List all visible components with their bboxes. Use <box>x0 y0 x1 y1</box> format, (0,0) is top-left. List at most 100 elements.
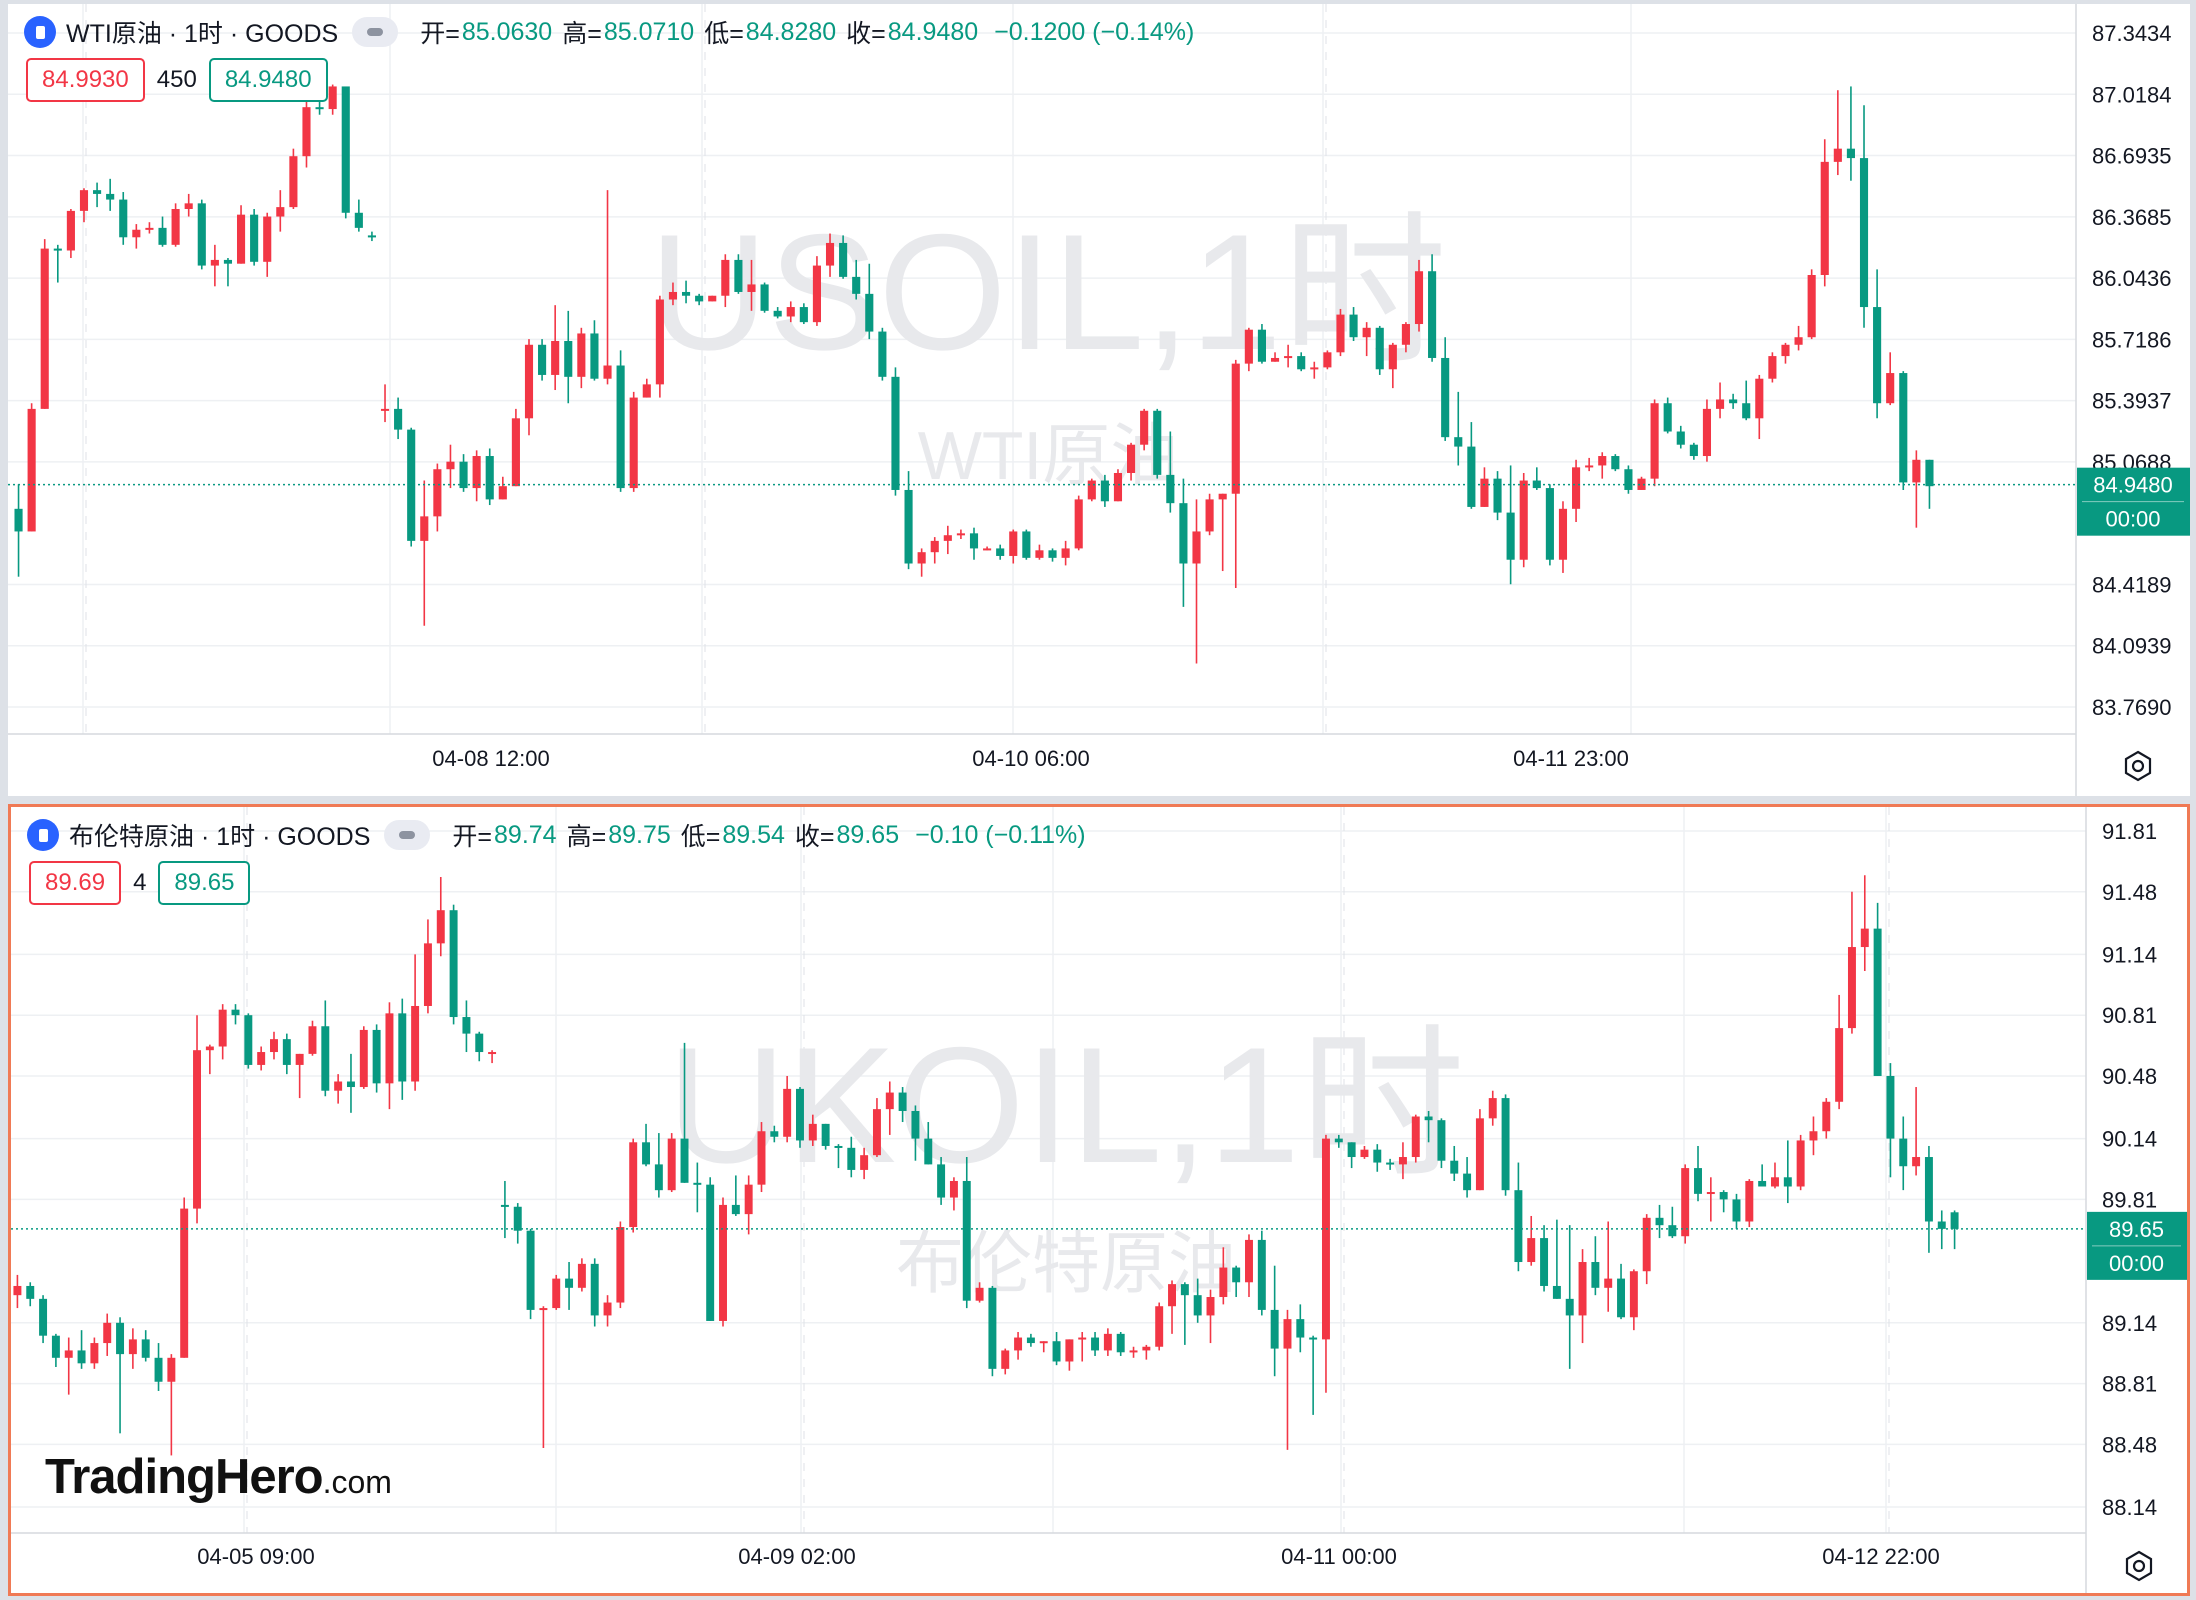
candle-body[interactable] <box>949 1180 958 1198</box>
candle[interactable] <box>90 1337 99 1369</box>
candle-body[interactable] <box>1629 1271 1638 1318</box>
candle[interactable] <box>603 1295 612 1327</box>
candle-body[interactable] <box>1794 337 1803 345</box>
candle-body[interactable] <box>488 1052 497 1055</box>
candle[interactable] <box>708 295 717 302</box>
candle-body[interactable] <box>1283 1319 1292 1349</box>
candle-body[interactable] <box>1373 1149 1382 1163</box>
symbol-circle-icon[interactable] <box>24 16 56 48</box>
candle-body[interactable] <box>1428 271 1437 358</box>
candle[interactable] <box>1140 408 1149 451</box>
candle-body[interactable] <box>1771 1177 1779 1187</box>
candle[interactable] <box>1450 1145 1459 1181</box>
candle-body[interactable] <box>975 1287 984 1301</box>
candle-body[interactable] <box>411 1005 420 1082</box>
candle-body[interactable] <box>1218 493 1227 500</box>
candle[interactable] <box>1424 1110 1433 1143</box>
candle-body[interactable] <box>263 216 272 262</box>
candle-body[interactable] <box>1585 465 1594 468</box>
candle[interactable] <box>1873 269 1882 419</box>
candle-body[interactable] <box>244 1015 253 1065</box>
candle-body[interactable] <box>821 1123 830 1146</box>
candle[interactable] <box>962 1157 971 1309</box>
candle-body[interactable] <box>1859 158 1869 308</box>
candle[interactable] <box>354 199 363 232</box>
candle-body[interactable] <box>860 1155 869 1170</box>
candle-body[interactable] <box>1270 1309 1279 1349</box>
candle-body[interactable] <box>1501 1098 1510 1191</box>
candle-body[interactable] <box>825 242 835 266</box>
candle[interactable] <box>1702 399 1712 462</box>
candle[interactable] <box>1284 344 1293 368</box>
candle[interactable] <box>1022 529 1031 560</box>
candle-body[interactable] <box>1493 478 1502 513</box>
candle-body[interactable] <box>983 548 992 551</box>
candle[interactable] <box>1796 1134 1805 1191</box>
candle-body[interactable] <box>210 259 219 266</box>
candle-body[interactable] <box>1527 1238 1536 1263</box>
candle[interactable] <box>446 444 455 489</box>
candle[interactable] <box>1912 450 1921 528</box>
candle-body[interactable] <box>1074 499 1083 549</box>
candle-body[interactable] <box>1245 1239 1253 1283</box>
candle-body[interactable] <box>1424 1116 1433 1121</box>
candle[interactable] <box>821 1123 830 1150</box>
candle[interactable] <box>812 256 821 326</box>
candle[interactable] <box>472 450 481 502</box>
candle[interactable] <box>629 1138 638 1233</box>
candle-body[interactable] <box>436 910 445 944</box>
candle-body[interactable] <box>205 1046 214 1051</box>
candle[interactable] <box>1899 1116 1908 1191</box>
candle[interactable] <box>1558 501 1568 573</box>
candle[interactable] <box>1065 1339 1074 1371</box>
candle-body[interactable] <box>359 1029 368 1088</box>
candle-body[interactable] <box>1168 1284 1176 1307</box>
candle-body[interactable] <box>1715 399 1725 409</box>
candle-body[interactable] <box>744 1184 753 1215</box>
candle[interactable] <box>1781 342 1790 364</box>
candle[interactable] <box>1270 352 1280 362</box>
candle[interactable] <box>956 529 965 539</box>
candle[interactable] <box>898 1087 907 1123</box>
candle-body[interactable] <box>590 1263 599 1316</box>
candle[interactable] <box>1373 1144 1382 1172</box>
candle[interactable] <box>263 212 272 277</box>
candle-body[interactable] <box>1668 1225 1677 1237</box>
candle-body[interactable] <box>577 1263 586 1288</box>
candle[interactable] <box>996 544 1005 560</box>
candle[interactable] <box>1745 1179 1754 1228</box>
candle-body[interactable] <box>1270 357 1280 362</box>
candle[interactable] <box>1100 474 1109 507</box>
candle[interactable] <box>276 190 285 232</box>
candle[interactable] <box>695 293 704 306</box>
candle[interactable] <box>924 1122 933 1165</box>
candle[interactable] <box>334 1074 343 1104</box>
candle[interactable] <box>538 339 547 381</box>
candle[interactable] <box>1360 1145 1369 1159</box>
candle-body[interactable] <box>1545 488 1554 560</box>
chart-canvas-brent[interactable]: UKOIL,1时布伦特原油91.8191.4891.1490.8190.4890… <box>11 807 2187 1593</box>
candle[interactable] <box>1899 371 1908 490</box>
candle[interactable] <box>1153 408 1162 479</box>
candle-body[interactable] <box>367 235 376 238</box>
candle[interactable] <box>1232 1265 1241 1298</box>
candle-body[interactable] <box>79 190 89 211</box>
candle[interactable] <box>1706 1177 1715 1222</box>
candle-body[interactable] <box>1219 1267 1228 1298</box>
candle-body[interactable] <box>1820 161 1829 276</box>
candle-body[interactable] <box>1454 437 1463 447</box>
candle-body[interactable] <box>407 429 416 541</box>
candle[interactable] <box>1771 1162 1779 1189</box>
candle-body[interactable] <box>398 1013 407 1082</box>
candle[interactable] <box>975 1282 984 1303</box>
candle[interactable] <box>1493 471 1502 521</box>
candle[interactable] <box>1506 465 1515 585</box>
candle-body[interactable] <box>1950 1212 1959 1229</box>
candle-body[interactable] <box>1552 1285 1561 1299</box>
candle[interactable] <box>372 1024 381 1093</box>
candle-body[interactable] <box>1153 410 1162 475</box>
candle-body[interactable] <box>119 199 128 238</box>
candle[interactable] <box>1168 1280 1176 1334</box>
candle-body[interactable] <box>1166 474 1175 504</box>
candle-body[interactable] <box>1642 1217 1651 1272</box>
